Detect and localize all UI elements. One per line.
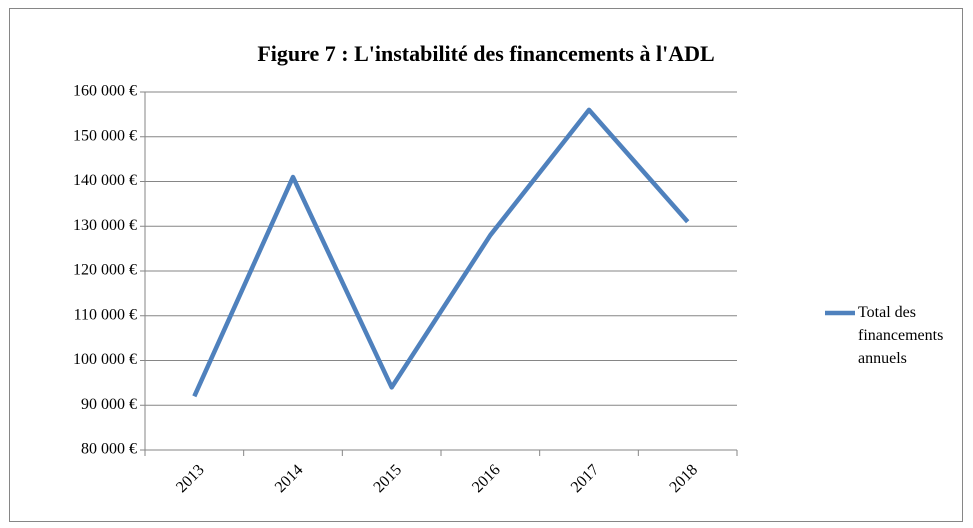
y-tick-label: 90 000 € [81,396,137,413]
y-tick-label: 140 000 € [73,172,137,189]
y-tick-label: 110 000 € [74,306,137,323]
y-tick-label: 100 000 € [73,351,137,368]
legend-label: Total des financements annuels [858,304,944,367]
y-tick-label: 120 000 € [73,262,137,279]
y-tick-label: 150 000 € [73,127,137,144]
y-tick-label: 160 000 € [73,83,137,100]
chart-frame [9,8,963,522]
y-tick-label: 80 000 € [81,441,137,458]
data-line [192,107,690,398]
y-tick-label: 130 000 € [73,217,137,234]
chart-title: Figure 7 : L'instabilité des financement… [257,41,714,66]
